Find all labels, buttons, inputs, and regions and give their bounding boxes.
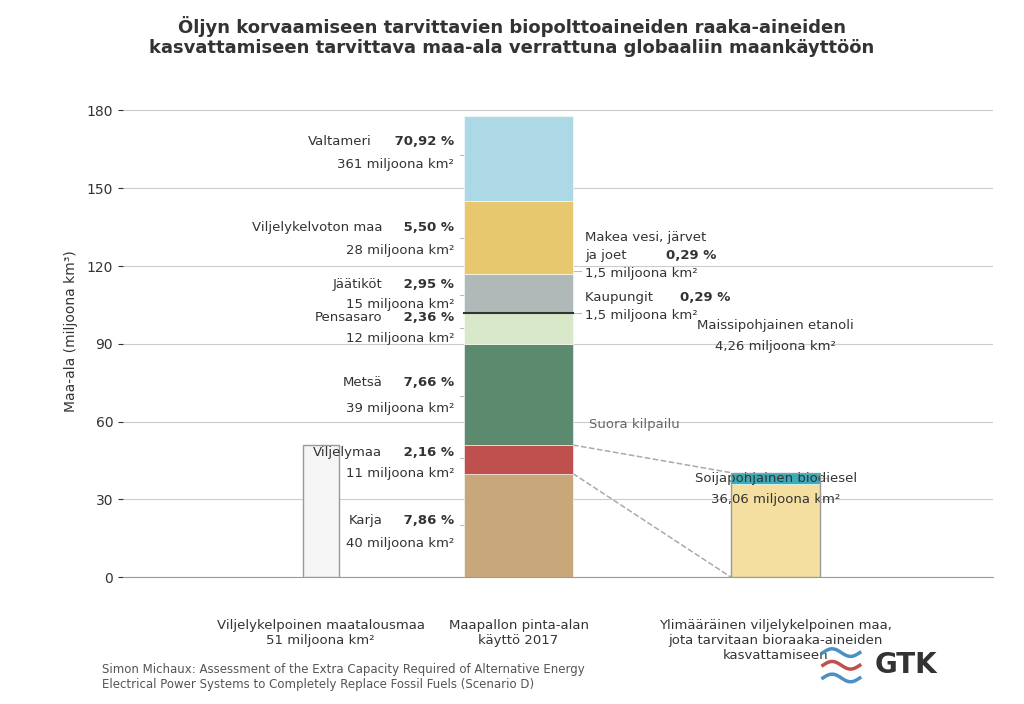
Text: Valtameri: Valtameri <box>308 135 372 148</box>
Text: 2,95 %: 2,95 % <box>399 277 455 291</box>
Text: 7,86 %: 7,86 % <box>399 514 455 527</box>
Text: GTK: GTK <box>874 651 937 679</box>
Text: 5,50 %: 5,50 % <box>399 220 455 234</box>
Bar <box>731 472 820 484</box>
Text: Viljelymaa: Viljelymaa <box>313 446 382 459</box>
Text: 2,36 %: 2,36 % <box>399 311 455 325</box>
Text: Viljelykelvoton maa: Viljelykelvoton maa <box>252 220 382 234</box>
Bar <box>464 344 572 445</box>
Text: 4,26 miljoona km²: 4,26 miljoona km² <box>715 340 837 353</box>
Text: 361 miljoona km²: 361 miljoona km² <box>337 158 455 171</box>
Bar <box>464 201 572 274</box>
Text: Öljyn korvaamiseen tarvittavien biopolttoaineiden raaka-aineiden: Öljyn korvaamiseen tarvittavien biopoltt… <box>178 16 846 37</box>
Text: 0,29 %: 0,29 % <box>666 249 716 262</box>
Text: Soijapohjainen biodiesel: Soijapohjainen biodiesel <box>694 472 857 485</box>
Text: ja joet: ja joet <box>585 249 631 262</box>
Text: Maapallon pinta-alan
käyttö 2017: Maapallon pinta-alan käyttö 2017 <box>449 619 589 647</box>
Text: 12 miljoona km²: 12 miljoona km² <box>346 332 455 345</box>
Text: 40 miljoona km²: 40 miljoona km² <box>346 537 455 550</box>
Bar <box>731 472 820 577</box>
Text: Viljelykelpoinen maatalousmaa
51 miljoona km²: Viljelykelpoinen maatalousmaa 51 miljoon… <box>217 619 425 647</box>
Text: 1,5 miljoona km²: 1,5 miljoona km² <box>585 309 697 322</box>
Text: Kaupungit: Kaupungit <box>585 291 657 303</box>
Bar <box>464 274 572 313</box>
Bar <box>464 115 572 201</box>
Bar <box>464 313 572 344</box>
Text: Ylimääräinen viljelykelpoinen maa,
jota tarvitaan bioraaka-aineiden
kasvattamise: Ylimääräinen viljelykelpoinen maa, jota … <box>659 619 892 662</box>
Text: Suora kilpailu: Suora kilpailu <box>589 417 680 431</box>
Text: 39 miljoona km²: 39 miljoona km² <box>346 402 455 415</box>
Text: Jäätiköt: Jäätiköt <box>333 277 382 291</box>
Bar <box>303 445 339 577</box>
Text: 2,16 %: 2,16 % <box>399 446 455 459</box>
Text: Metsä: Metsä <box>342 376 382 389</box>
Text: 15 miljoona km²: 15 miljoona km² <box>346 298 455 311</box>
Text: 36,06 miljoona km²: 36,06 miljoona km² <box>711 493 841 506</box>
Text: 28 miljoona km²: 28 miljoona km² <box>346 244 455 257</box>
Text: Pensasaro: Pensasaro <box>314 311 382 325</box>
Text: 70,92 %: 70,92 % <box>390 135 455 148</box>
Bar <box>464 445 572 474</box>
Text: Maissipohjainen etanoli: Maissipohjainen etanoli <box>697 319 854 332</box>
Text: Karja: Karja <box>348 514 382 527</box>
Text: 0,29 %: 0,29 % <box>680 291 730 303</box>
Text: 1,5 miljoona km²: 1,5 miljoona km² <box>585 268 697 280</box>
Bar <box>731 484 820 577</box>
Text: 7,66 %: 7,66 % <box>399 376 455 389</box>
Text: kasvattamiseen tarvittava maa-ala verrattuna globaaliin maankäyttöön: kasvattamiseen tarvittava maa-ala verrat… <box>150 39 874 57</box>
Text: Simon Michaux: Assessment of the Extra Capacity Required of Alternative Energy
E: Simon Michaux: Assessment of the Extra C… <box>102 663 585 691</box>
Text: 11 miljoona km²: 11 miljoona km² <box>346 467 455 480</box>
Text: Makea vesi, järvet: Makea vesi, järvet <box>585 231 706 244</box>
Bar <box>464 474 572 577</box>
Y-axis label: Maa-ala (miljoona km³): Maa-ala (miljoona km³) <box>65 250 78 412</box>
